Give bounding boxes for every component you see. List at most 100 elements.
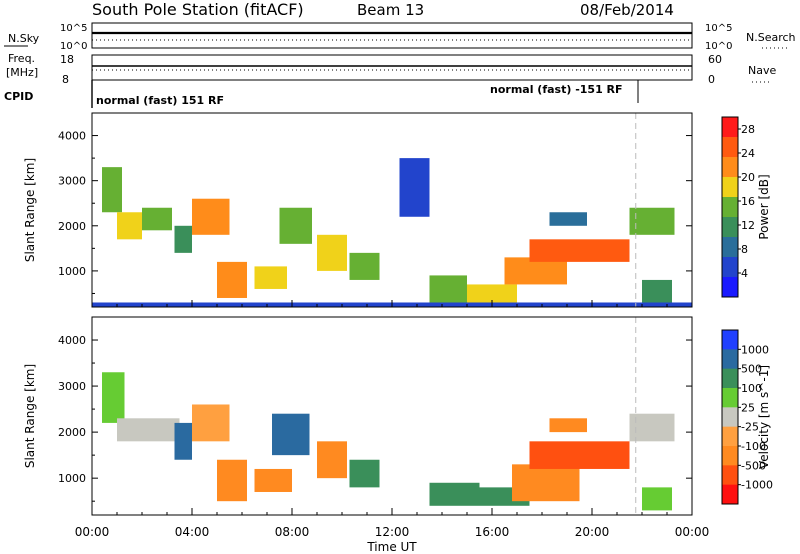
nsearch-tick-bottom: 10^0: [705, 41, 732, 52]
freq-label-line2: [MHz]: [6, 66, 38, 79]
velocity-colorbar-swatch: [722, 330, 738, 350]
freq-label-line1: Freq.: [8, 52, 35, 65]
power-patch: [399, 158, 430, 217]
x-tick-label: 20:00: [575, 525, 610, 539]
velocity-colorbar-swatch: [722, 368, 738, 389]
x-tick-label: 08:00: [275, 525, 310, 539]
nave-label: Nave: [748, 64, 776, 77]
velocity-patch: [512, 464, 580, 502]
velocity-colorbar-swatch: [722, 465, 738, 486]
power-colorbar-swatch: [722, 217, 738, 238]
power-colorbar-swatch: [722, 197, 738, 218]
power-colorbar-tick-label: 20: [741, 171, 755, 184]
velocity-colorbar-swatch: [722, 426, 738, 447]
velocity-frame: [91, 316, 693, 516]
freq-strip-frame: [91, 54, 693, 81]
velocity-patch: [549, 418, 587, 433]
power-patch: [117, 212, 142, 240]
x-tick-label: 00:00: [675, 525, 710, 539]
power-colorbar: 4 8 12 16 20 24 28 Power [dB]: [721, 116, 771, 298]
x-tick-label: 12:00: [375, 525, 410, 539]
velocity-y-axis-label: Slant Range [km]: [23, 364, 37, 468]
power-y-axis-label: Slant Range [km]: [23, 158, 37, 262]
x-tick-label: 00:00: [75, 525, 110, 539]
velocity-patch: [254, 468, 292, 492]
velocity-patch: [192, 404, 230, 442]
velocity-colorbar-frame: [721, 329, 739, 505]
freq-tick-bottom: 8: [62, 73, 69, 86]
cpid-segment-1: normal (fast) 151 RF: [96, 94, 224, 107]
power-patch: [317, 234, 347, 271]
power-patch: [192, 198, 230, 235]
velocity-y-tick-label: 2000: [58, 426, 86, 439]
x-axis: 00:00 04:00 08:00 12:00 16:00 20:00 00:00: [75, 525, 710, 539]
velocity-y-tick-label: 3000: [58, 380, 86, 393]
nsearch-label: N.Search: [746, 31, 796, 44]
power-patch: [642, 279, 672, 303]
power-y-tick-label: 2000: [58, 220, 86, 233]
power-frame: [91, 112, 693, 308]
nsky-tick-top: 10^5: [60, 23, 87, 34]
x-axis-label: Time UT: [366, 540, 417, 554]
freq-tick-top: 18: [60, 53, 74, 66]
power-colorbar-tick-label: 4: [741, 267, 748, 280]
x-tick-label: 04:00: [175, 525, 210, 539]
velocity-colorbar-swatch: [722, 407, 738, 428]
power-patch: [174, 225, 192, 253]
velocity-colorbar-tick-label: -25: [741, 421, 759, 434]
power-patch: [217, 261, 247, 298]
beam-label: Beam 13: [357, 1, 424, 19]
velocity-patch: [317, 441, 347, 479]
power-colorbar-tick-label: 28: [741, 123, 755, 136]
power-patch: [549, 212, 587, 226]
velocity-colorbar-tick-label: -1000: [741, 479, 773, 492]
power-patch: [142, 207, 172, 231]
nsky-strip: N.Sky 10^5 10^0 10^5 10^0 N.Search: [4, 22, 796, 52]
velocity-y-tick-label: 1000: [58, 472, 86, 485]
velocity-colorbar: 1000 500 100 25 -25 -100 -500 -1000 Velocity [m …: [721, 329, 773, 505]
velocity-patch: [117, 418, 180, 442]
power-patch: [629, 207, 675, 235]
velocity-patch: [629, 413, 675, 442]
power-y-tick-label: 3000: [58, 175, 86, 188]
velocity-colorbar-tick-label: 100: [741, 382, 762, 395]
velocity-colorbar-tick-label: 25: [741, 401, 755, 414]
nsearch-tick-top: 10^5: [705, 23, 732, 34]
velocity-colorbar-label: Velocity [m s^-1]: [757, 365, 771, 469]
velocity-colorbar-tick-label: -500: [741, 459, 766, 472]
power-colorbar-swatch: [722, 237, 738, 258]
velocity-colorbar-tick-label: 500: [741, 363, 762, 376]
velocity-y-tick-label: 4000: [58, 334, 86, 347]
power-colorbar-label: Power [dB]: [757, 174, 771, 239]
velocity-colorbar-swatch: [722, 388, 738, 408]
power-colorbar-swatch: [722, 117, 738, 138]
velocity-patch: [174, 422, 192, 460]
velocity-colorbar-tick-label: 1000: [741, 343, 769, 356]
power-patch: [349, 252, 380, 280]
nsky-tick-bottom: 10^0: [60, 41, 87, 52]
power-patch: [102, 167, 122, 213]
power-y-tick-label: 1000: [58, 265, 86, 278]
power-patch: [467, 284, 517, 303]
nave-tick-top: 60: [708, 53, 722, 66]
power-panel: 1000 2000 3000 4000 Slant Range [km]: [23, 112, 693, 308]
date-label: 08/Feb/2014: [580, 1, 674, 19]
nsky-strip-frame: [91, 22, 693, 49]
velocity-panel: 1000 2000 3000 4000 Slant Range [km]: [23, 316, 693, 516]
velocity-patch: [642, 487, 672, 511]
power-patch: [254, 266, 287, 289]
power-colorbar-swatch: [722, 277, 738, 298]
velocity-patch: [102, 372, 125, 423]
power-colorbar-tick-label: 16: [741, 195, 755, 208]
power-y-tick-label: 4000: [58, 130, 86, 143]
velocity-colorbar-swatch: [722, 484, 738, 505]
cpid-label: CPID: [4, 90, 33, 103]
power-colorbar-swatch: [722, 137, 738, 158]
velocity-patch: [529, 441, 630, 469]
power-patch: [279, 207, 312, 244]
nsky-label: N.Sky: [8, 32, 40, 45]
velocity-patch: [217, 459, 247, 502]
power-colorbar-tick-label: 8: [741, 243, 748, 256]
freq-strip: Freq. [MHz] 18 8 60 0 Nave: [6, 52, 776, 86]
velocity-patch: [349, 459, 380, 488]
